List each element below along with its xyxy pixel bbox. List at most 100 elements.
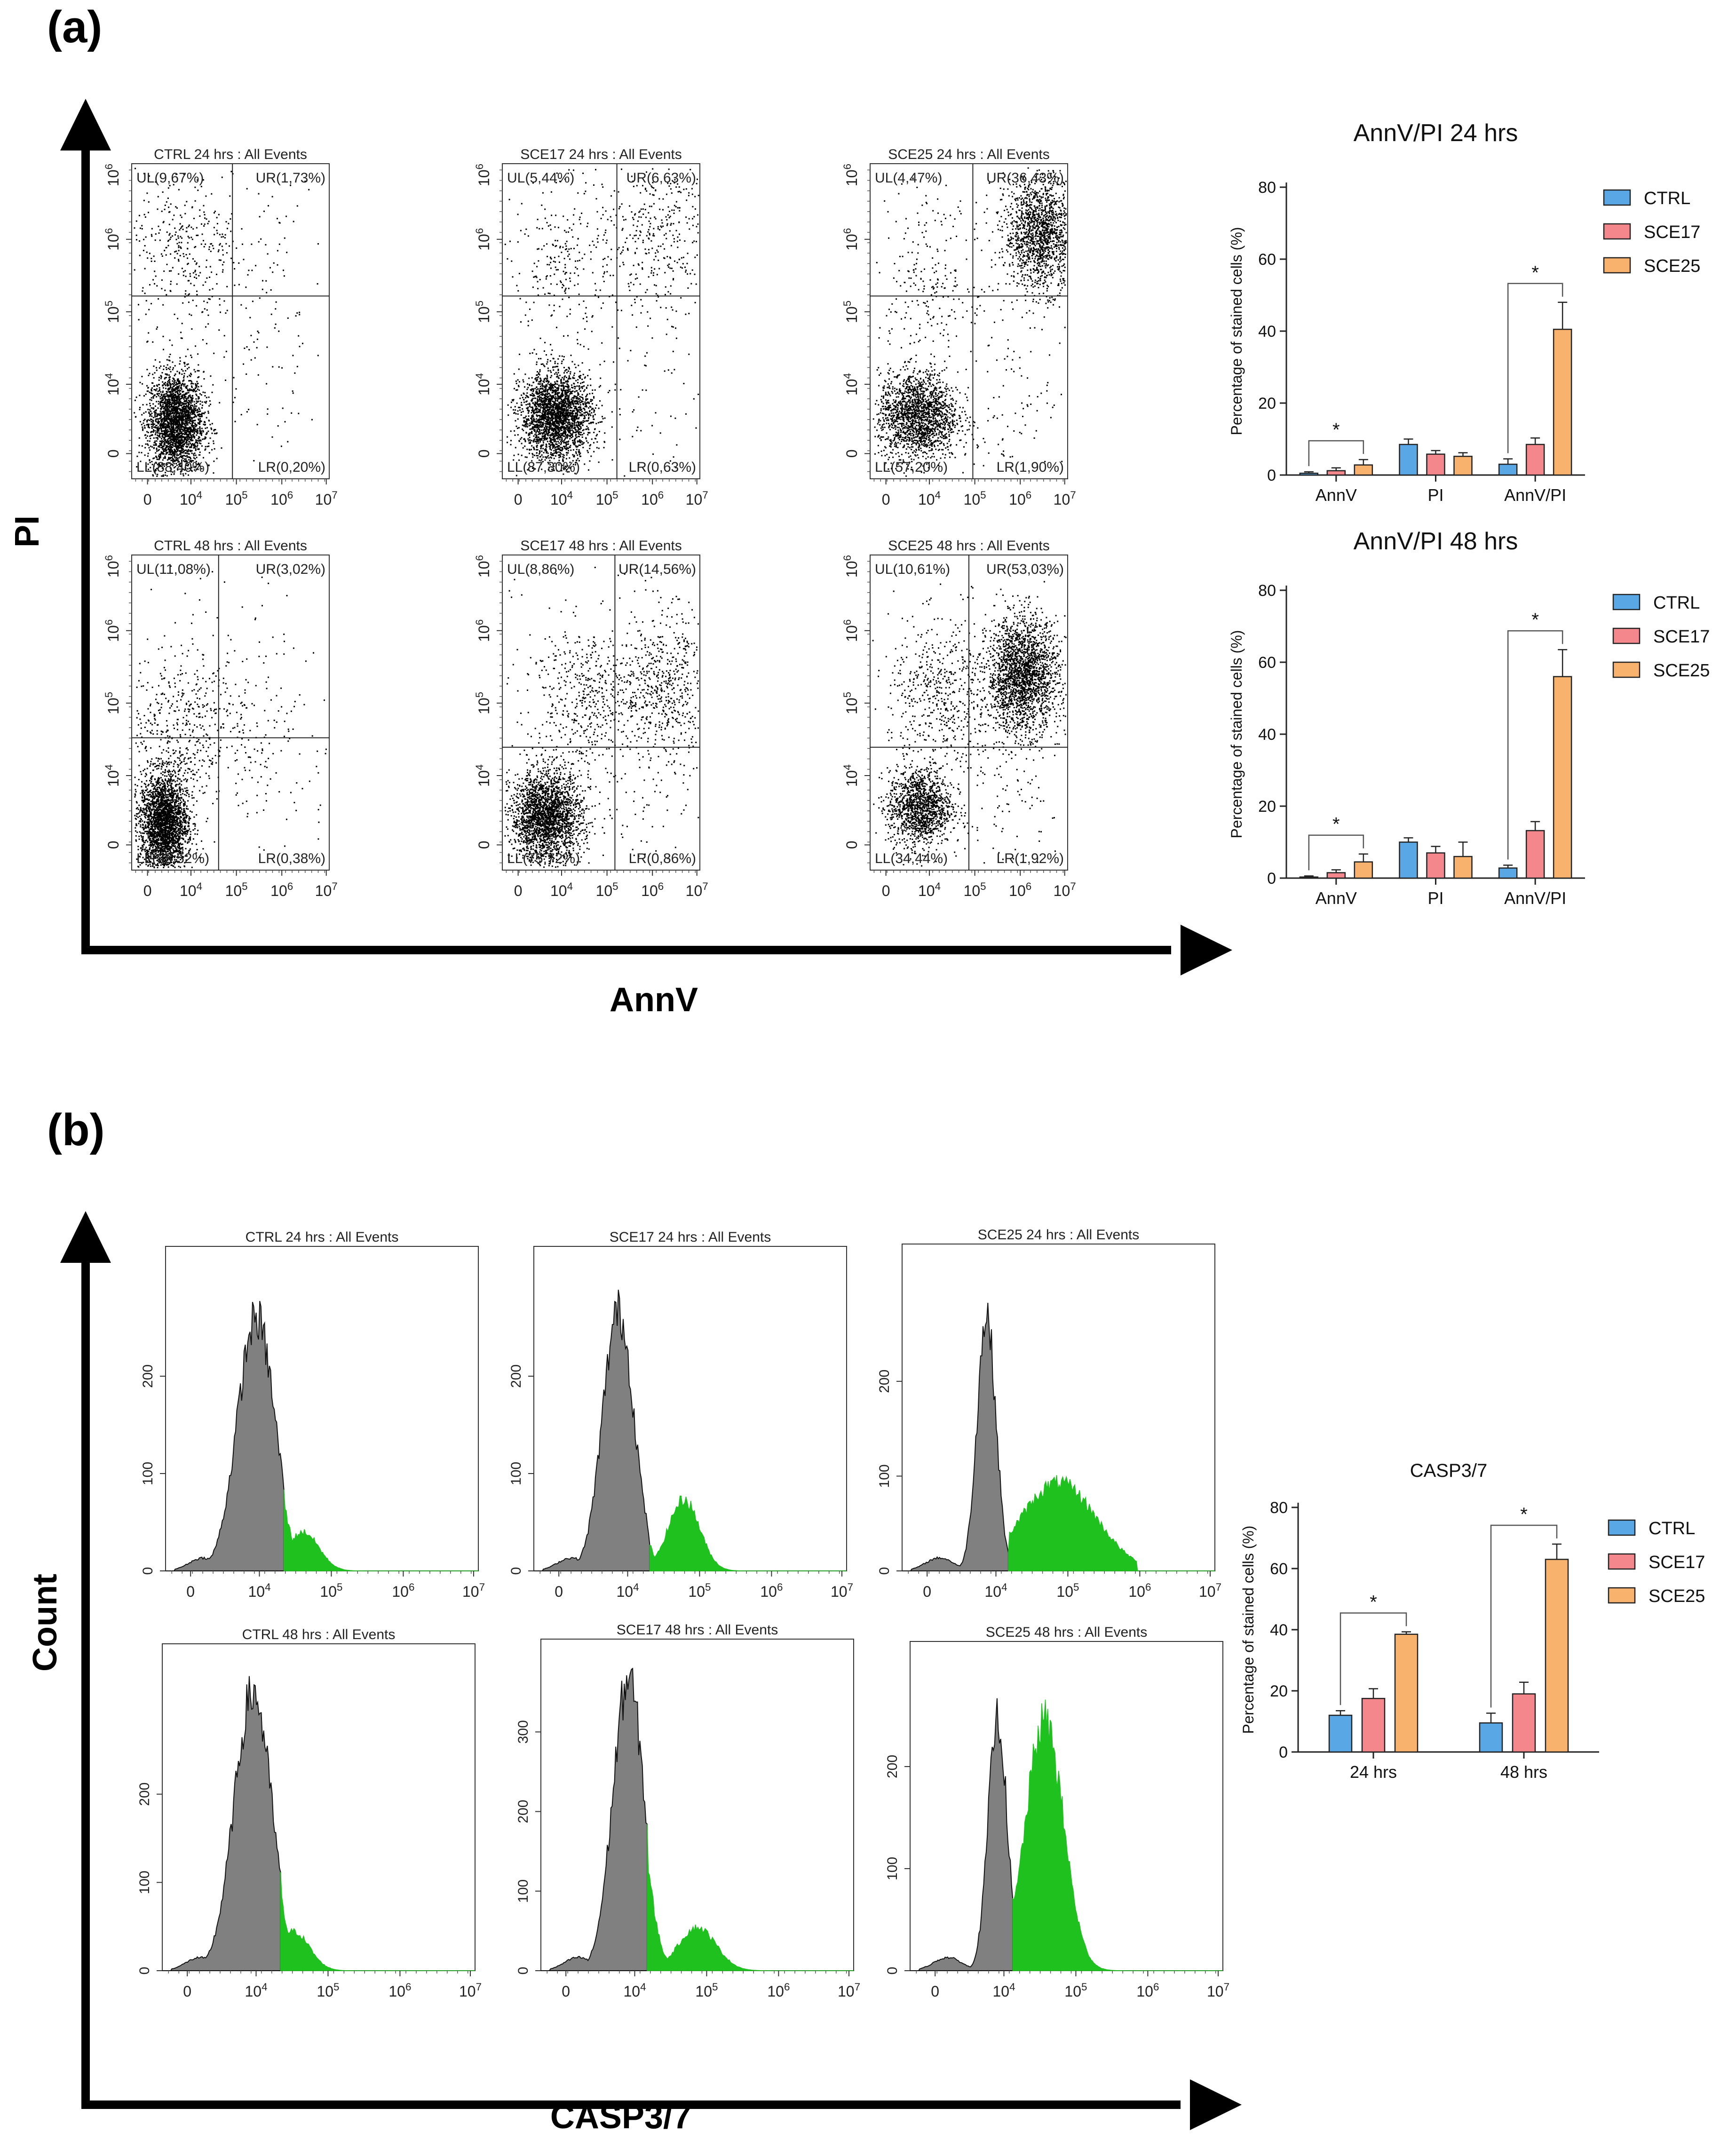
y-tick-label: 106: [474, 619, 492, 642]
x-tick-label: 105: [688, 1581, 711, 1600]
bar-sce17: [1525, 830, 1545, 879]
x-tick-label: 0: [186, 1583, 195, 1600]
significance-bracket: [1507, 630, 1563, 860]
y-tick-label: 0: [843, 841, 860, 849]
x-tick-label: 0: [882, 491, 890, 508]
scatter-plot: SCE25 48 hrs : All Events UL(10,61%) UR(53…: [841, 538, 1076, 899]
y-tick-label: 60: [1258, 654, 1276, 672]
legend-swatch-sce25: [1612, 661, 1641, 678]
x-tick-label: 105: [596, 880, 618, 899]
x-tick-label: 107: [315, 880, 338, 899]
svg-text:104: 104: [550, 489, 573, 508]
x-tick-label: 106: [1009, 880, 1031, 899]
histogram-gray-area: [534, 1290, 650, 1571]
svg-text:105: 105: [1056, 1581, 1079, 1600]
x-tick-label: 104: [248, 1581, 270, 1600]
bar-ctrl: [1498, 463, 1518, 476]
svg-text:106: 106: [103, 619, 122, 642]
quadrant-label-ll: LL(34,44%): [875, 851, 948, 866]
bar-sce17: [1512, 1693, 1536, 1753]
svg-text:0: 0: [555, 1583, 563, 1600]
quadrant-label-ul: UL(5,44%): [507, 170, 574, 186]
svg-text:106: 106: [1009, 489, 1031, 508]
bar-sce25: [1394, 1633, 1419, 1753]
scatter-plot: SCE17 48 hrs : All Events UL(8,86%) UR(14,…: [474, 538, 708, 899]
y-tick-label: 105: [841, 301, 860, 323]
histogram-title: SCE25 24 hrs : All Events: [978, 1227, 1140, 1243]
svg-text:105: 105: [474, 301, 492, 323]
histogram-title: CTRL 24 hrs : All Events: [246, 1229, 399, 1245]
svg-text:106: 106: [103, 555, 122, 578]
x-tick-label: PI: [1427, 888, 1443, 908]
svg-text:105: 105: [596, 880, 618, 899]
svg-text:0: 0: [562, 1983, 570, 2000]
svg-text:0: 0: [476, 450, 492, 458]
svg-text:105: 105: [225, 489, 248, 508]
histogram: SCE25 24 hrs : All Events 0 104 105 106 107 0 1…: [877, 1227, 1221, 1600]
histogram: CTRL 24 hrs : All Events 0 104 105 106 107 0 10…: [140, 1229, 485, 1600]
svg-text:105: 105: [103, 692, 122, 714]
bar-sce25: [1545, 1559, 1569, 1753]
svg-text:0: 0: [514, 491, 523, 508]
x-tick-label: 104: [992, 1981, 1015, 2000]
histogram-title: SCE17 24 hrs : All Events: [610, 1229, 771, 1245]
y-tick-label: 40: [1270, 1621, 1288, 1639]
significance-star: *: [1531, 610, 1539, 630]
svg-text:106: 106: [1009, 880, 1031, 899]
significance-bracket: [1507, 283, 1563, 453]
x-tick-label: 105: [320, 1581, 342, 1600]
svg-text:105: 105: [596, 489, 618, 508]
y-tick-label: 200: [137, 1783, 152, 1806]
quadrant-label-ul: UL(9,67%): [136, 170, 204, 186]
histogram-gray-area: [162, 1676, 281, 1971]
x-tick-label: 106: [641, 489, 664, 508]
quadrant-label-lr: LR(0,86%): [629, 851, 696, 866]
x-tick-label: 105: [1056, 1581, 1079, 1600]
quadrant-label-ur: UR(3,02%): [256, 562, 325, 577]
x-tick-label: 106: [270, 489, 293, 508]
svg-text:104: 104: [245, 1981, 267, 2000]
x-tick-label: 107: [462, 1581, 485, 1600]
svg-text:0: 0: [476, 841, 492, 849]
x-tick-label: 105: [695, 1981, 718, 2000]
bar-sce25: [1553, 328, 1572, 476]
svg-text:104: 104: [918, 880, 941, 899]
svg-text:0: 0: [843, 450, 860, 458]
quadrant-label-ur: UR(53,03%): [986, 562, 1064, 577]
svg-text:106: 106: [270, 489, 293, 508]
svg-text:104: 104: [248, 1581, 270, 1600]
bar-chart-title: AnnV/PI 48 hrs: [1354, 528, 1518, 555]
quadrant-label-lr: LR(1,90%): [997, 460, 1064, 475]
y-axis-label: Percentage of stained cells (%): [1228, 227, 1245, 436]
svg-text:107: 107: [315, 880, 338, 899]
x-tick-label: 0: [514, 491, 523, 508]
bar-sce17: [1326, 872, 1346, 879]
svg-text:105: 105: [320, 1581, 342, 1600]
bar-sce17: [1426, 852, 1445, 879]
y-tick-label: 60: [1258, 251, 1276, 269]
svg-text:106: 106: [1128, 1581, 1151, 1600]
scatter-title: SCE17 48 hrs : All Events: [520, 538, 682, 554]
x-tick-label: 0: [143, 882, 152, 899]
bar-chart: AnnV/PI 24 hrs 0 20 40 60 80 Percentage of sta…: [1228, 119, 1700, 505]
svg-text:107: 107: [462, 1581, 485, 1600]
svg-text:0: 0: [186, 1583, 195, 1600]
svg-text:0: 0: [183, 1983, 191, 2000]
histogram-gray-area: [541, 1667, 648, 1971]
y-tick-label: 0: [885, 1967, 900, 1975]
significance-bracket: [1340, 1612, 1407, 1705]
x-tick-label: 104: [550, 880, 573, 899]
y-tick-label: 200: [140, 1364, 156, 1388]
x-tick-label: 107: [686, 489, 708, 508]
svg-text:105: 105: [317, 1981, 339, 2000]
svg-text:0: 0: [843, 841, 860, 849]
x-tick-label: 106: [270, 880, 293, 899]
bar-sce17: [1326, 470, 1346, 476]
scatter-dots: [134, 167, 319, 477]
x-tick-label: 104: [245, 1981, 267, 2000]
x-tick-label: 105: [225, 489, 248, 508]
x-tick-label: 105: [596, 489, 618, 508]
x-tick-label: 106: [760, 1581, 783, 1600]
axis-title-casp37: CASP3/7: [550, 2098, 691, 2136]
bar-sce25: [1354, 464, 1373, 476]
